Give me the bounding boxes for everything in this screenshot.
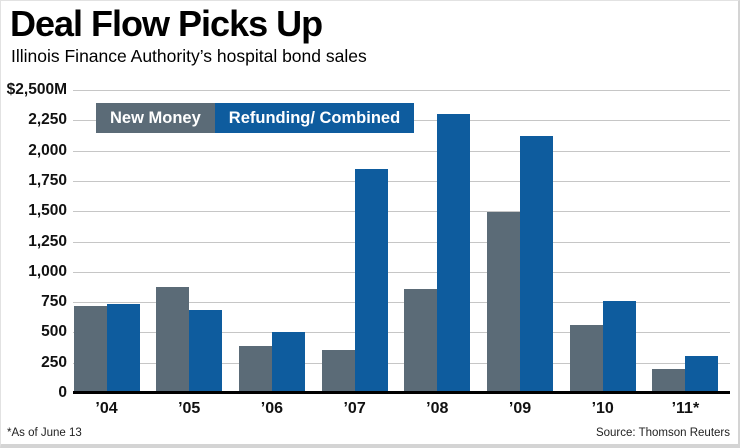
bar-new-money-08	[404, 289, 438, 391]
chart-subtitle: Illinois Finance Authority’s hospital bo…	[11, 46, 367, 66]
bar-refunding-combined-10	[602, 301, 636, 391]
gridline	[73, 90, 730, 91]
gridline	[73, 181, 730, 182]
bar-new-money-07	[321, 350, 355, 391]
bar-new-money-04	[73, 306, 107, 391]
gridline	[73, 302, 730, 303]
bar-new-money-10	[569, 325, 603, 391]
y-tick-label: 1,250	[28, 232, 67, 250]
x-tick-label: ’11*	[671, 400, 700, 417]
gridline	[73, 332, 730, 333]
y-tick-label: 1,000	[28, 262, 67, 280]
gridline	[73, 242, 730, 243]
y-tick-label: $2,500M	[6, 81, 67, 98]
bar-refunding-combined-08	[437, 114, 471, 391]
y-tick-label: 2,250	[28, 111, 67, 129]
source-credit: Source: Thomson Reuters	[595, 427, 730, 439]
y-tick-label: 1,750	[28, 171, 67, 189]
legend-item-refunding-combined: Refunding/ Combined	[214, 103, 415, 133]
gridline	[73, 272, 730, 273]
y-tick-label: 1,500	[28, 202, 67, 220]
x-axis-line	[73, 391, 730, 394]
bar-new-money-05	[156, 287, 190, 391]
bar-refunding-combined-05	[189, 310, 223, 391]
bar-new-money-11	[652, 369, 686, 391]
plot-area: New Money Refunding/ Combined	[73, 90, 730, 394]
y-tick-label: 2,000	[28, 141, 67, 159]
y-tick-label: 0	[58, 384, 67, 401]
bar-refunding-combined-07	[354, 169, 388, 391]
gridline	[73, 151, 730, 152]
bar-refunding-combined-09	[520, 136, 553, 391]
x-tick-label: ’07	[343, 400, 366, 417]
x-tick-label: ’04	[95, 400, 118, 417]
x-tick-label: ’06	[260, 400, 284, 417]
x-tick-label: ’10	[591, 400, 614, 417]
bar-new-money-09	[487, 212, 520, 391]
x-tick-label: ’05	[178, 400, 201, 417]
gridline	[73, 363, 730, 364]
bar-refunding-combined-06	[271, 332, 305, 391]
y-tick-label: 500	[41, 323, 67, 341]
bar-new-money-06	[238, 346, 272, 391]
x-tick-label: ’08	[426, 400, 449, 417]
x-tick-label: ’09	[508, 400, 532, 417]
legend-item-new-money: New Money	[96, 103, 215, 133]
y-tick-label: 750	[41, 293, 67, 311]
bar-refunding-combined-04	[106, 304, 140, 391]
chart-title: Deal Flow Picks Up	[10, 3, 323, 44]
bar-refunding-combined-11	[685, 356, 719, 391]
gridline	[73, 211, 730, 212]
chart-legend: New Money Refunding/ Combined	[96, 103, 415, 133]
y-tick-label: 250	[41, 353, 67, 371]
footnote: *As of June 13	[7, 427, 82, 439]
